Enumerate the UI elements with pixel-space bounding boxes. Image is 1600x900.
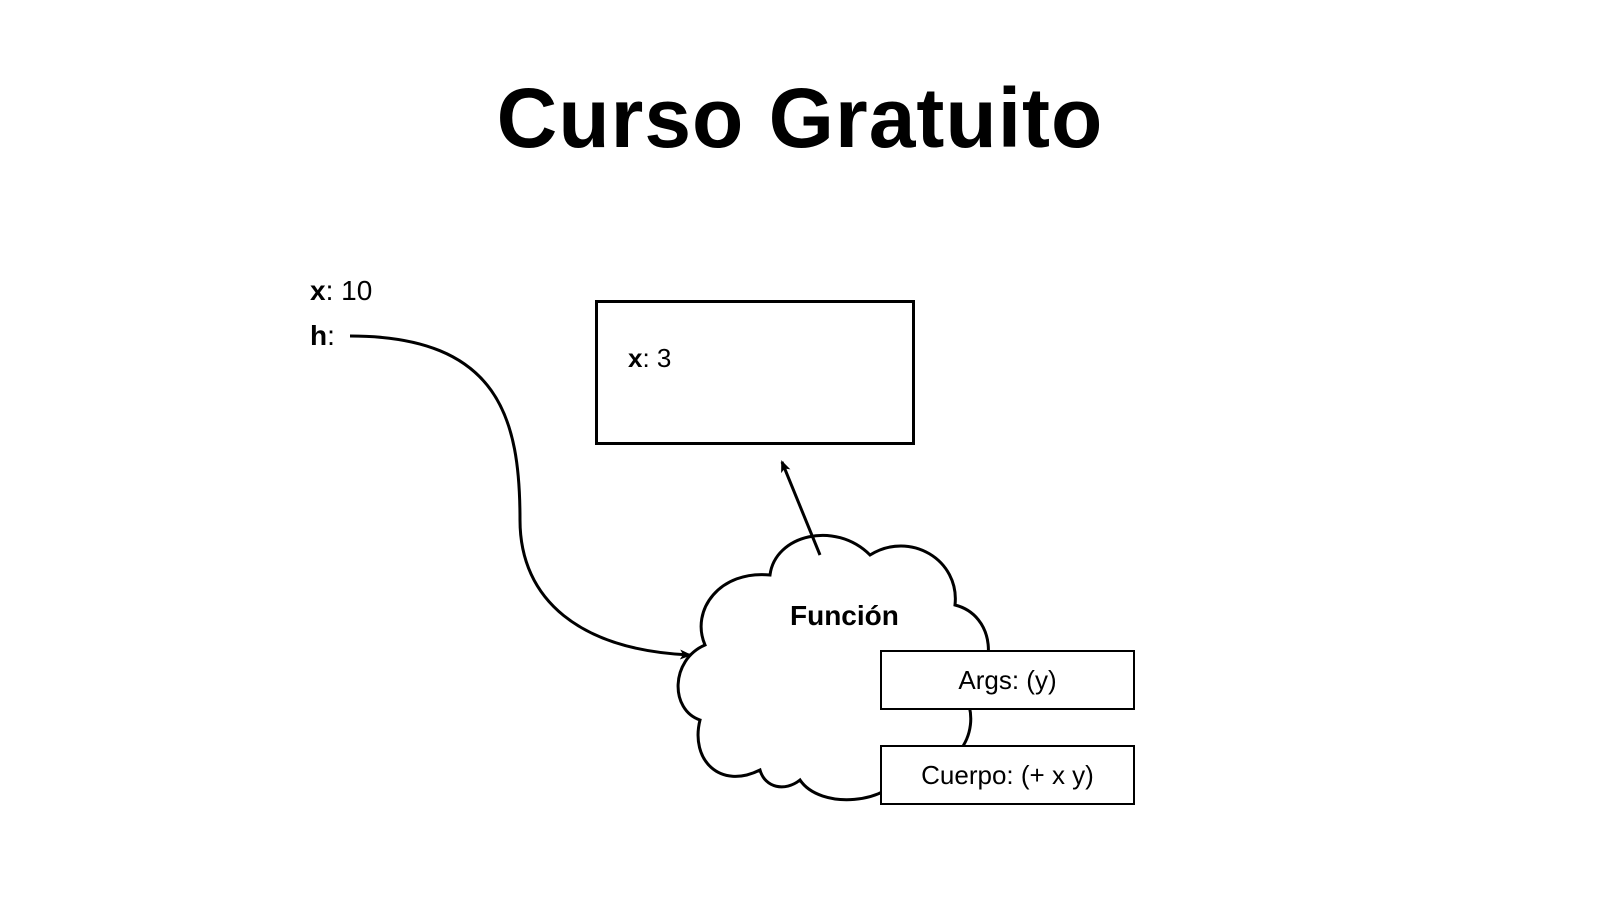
function-label: Función bbox=[790, 600, 899, 632]
cuerpo-slot: Cuerpo: (+ x y) bbox=[880, 745, 1135, 805]
diagram-svg bbox=[0, 0, 1600, 900]
args-slot: Args: (y) bbox=[880, 650, 1135, 710]
arrow-h-to-function bbox=[350, 336, 690, 655]
